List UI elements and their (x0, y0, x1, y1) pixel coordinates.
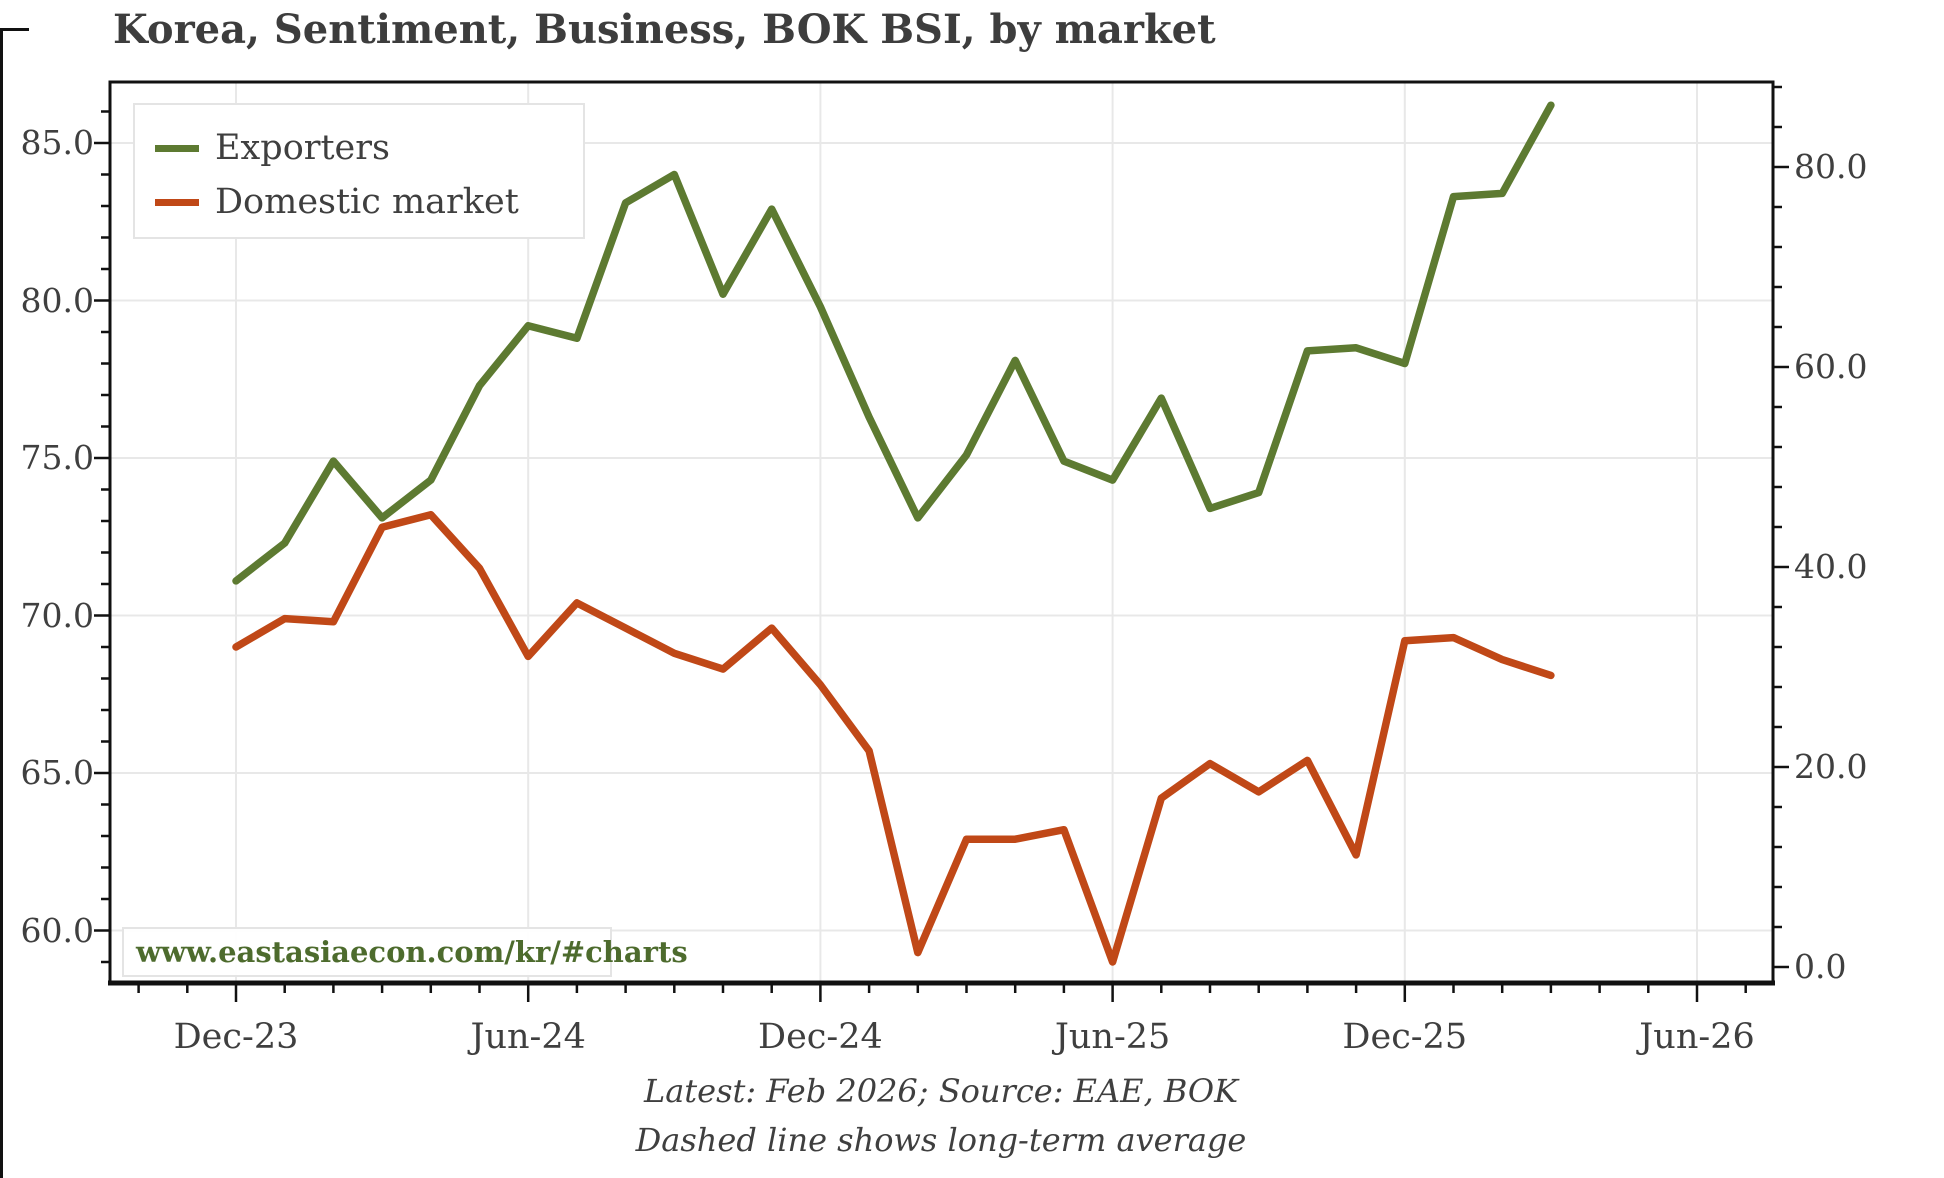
watermark-box: www.eastasiaecon.com/kr/#charts (122, 927, 688, 977)
caption-dashed-note: Dashed line shows long-term average (635, 1121, 1247, 1159)
y-axis-left-tick-label: 70.0 (20, 595, 94, 635)
series-exporters-line (232, 101, 1555, 585)
caption-latest-source: Latest: Feb 2026; Source: EAE, BOK (643, 1072, 1239, 1110)
series-domestic-line (232, 510, 1555, 966)
x-axis-tick-label: Jun-24 (470, 1017, 586, 1057)
exporters-line-swatch-icon (155, 144, 199, 152)
gridlines (110, 82, 1773, 982)
legend: Exporters Domestic market (133, 103, 585, 239)
legend-item-domestic: Domestic market (155, 175, 583, 229)
legend-label-exporters: Exporters (215, 128, 390, 168)
axis-spines (108, 80, 1775, 986)
legend-item-exporters: Exporters (155, 121, 583, 175)
watermark-url: www.eastasiaecon.com/kr/#charts (136, 935, 688, 969)
legend-label-domestic: Domestic market (215, 182, 519, 222)
y-axis-left-tick-label: 85.0 (20, 123, 94, 162)
y-axis-right-tick-label: 60.0 (1794, 347, 1868, 386)
x-axis-tick-label: Dec-23 (173, 1017, 299, 1057)
window-edge-left (0, 30, 3, 1178)
y-axis-right-tick-label: 80.0 (1794, 147, 1868, 186)
window-edge-top-notch (0, 28, 29, 31)
domestic-line-swatch-icon (155, 198, 199, 206)
x-axis-tick-label: Jun-26 (1639, 1017, 1755, 1057)
chart-title: Korea, Sentiment, Business, BOK BSI, by … (113, 6, 1216, 53)
x-axis-tick-label: Dec-25 (1342, 1017, 1468, 1057)
y-axis-left-tick-label: 75.0 (20, 438, 94, 477)
x-axis-tick-label: Dec-24 (758, 1017, 883, 1057)
axis-ticks (94, 85, 1789, 1002)
y-axis-right-tick-label: 20.0 (1794, 747, 1868, 786)
y-axis-left-tick-label: 60.0 (20, 910, 94, 950)
y-axis-right-tick-label: 40.0 (1794, 547, 1868, 586)
y-axis-right-tick-label: 0.0 (1794, 947, 1847, 986)
x-axis-tick-label: Jun-25 (1054, 1017, 1171, 1057)
y-axis-left-tick-label: 80.0 (20, 280, 94, 320)
y-axis-left-tick-label: 65.0 (20, 753, 94, 792)
